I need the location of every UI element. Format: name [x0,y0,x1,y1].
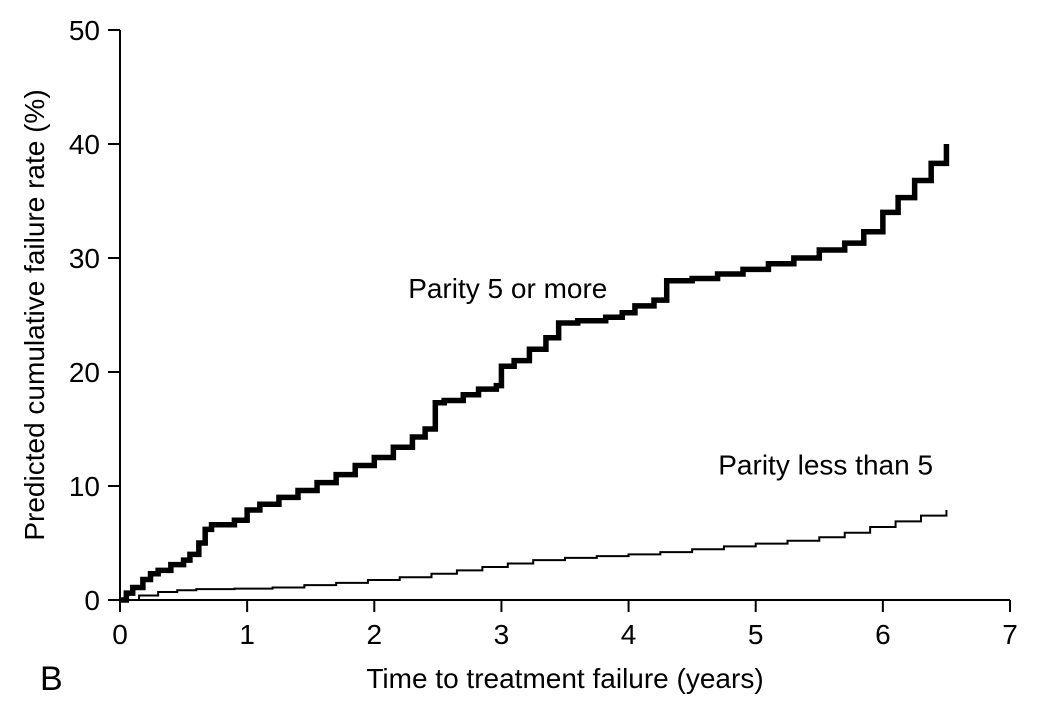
y-axis-title: Predicted cumulative failure rate (%) [19,89,50,540]
panel-label: B [40,660,63,698]
x-tick-label: 3 [494,619,510,650]
x-tick-label: 7 [1002,619,1018,650]
y-tick-label: 20 [69,357,100,388]
series-parity_less_than_5 [120,510,946,600]
series-parity_5_or_more [120,144,946,600]
chart-container: 0 1 2 3 4 5 6 7 0 10 20 30 40 50 Time to treatment fai… [0,0,1050,713]
y-tick-label: 30 [69,243,100,274]
x-tick-label: 2 [366,619,382,650]
series-label: Parity less than 5 [718,450,933,481]
x-tick-label: 6 [875,619,891,650]
x-tick-label: 5 [748,619,764,650]
y-tick-label: 0 [84,585,100,616]
x-tick-label: 1 [239,619,255,650]
y-tick-label: 50 [69,15,100,46]
x-axis-title: Time to treatment failure (years) [366,663,763,694]
x-tick-label: 4 [621,619,637,650]
y-tick-label: 40 [69,129,100,160]
series-label: Parity 5 or more [408,273,607,304]
x-tick-label: 0 [112,619,128,650]
y-tick-label: 10 [69,471,100,502]
failure-rate-chart: 0 1 2 3 4 5 6 7 0 10 20 30 40 50 Time to treatment fai… [0,0,1050,713]
